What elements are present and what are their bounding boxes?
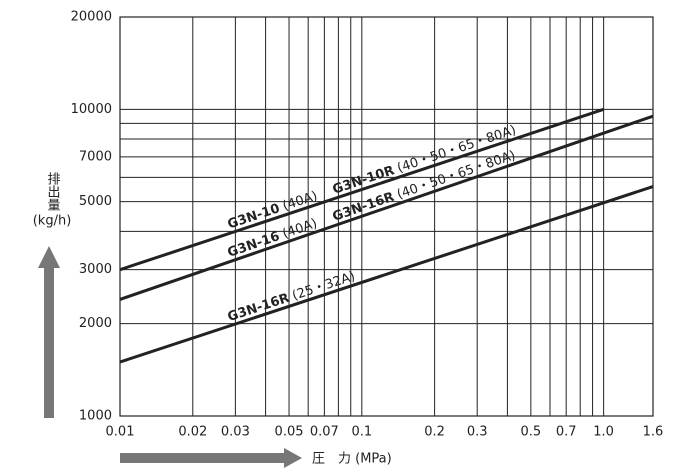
line-label: G3N-16R(25・32A) xyxy=(226,269,357,325)
y-tick-label: 1000 xyxy=(79,409,112,424)
x-arrow xyxy=(120,448,302,468)
x-tick-label: 0.5 xyxy=(521,425,542,440)
x-tick-label: 0.3 xyxy=(467,425,488,440)
y-tick-label: 5000 xyxy=(79,194,112,209)
x-tick-label: 1.0 xyxy=(593,425,614,440)
line-label-model: G3N-10 xyxy=(226,201,282,232)
x-tick-label: 0.1 xyxy=(351,425,372,440)
series-line xyxy=(119,114,654,301)
line-label-size: (25・32A) xyxy=(290,269,357,304)
x-tick-label: 0.7 xyxy=(556,425,577,440)
x-tick-label: 0.2 xyxy=(424,425,445,440)
plot-frame xyxy=(119,16,654,417)
x-tick-label: 0.07 xyxy=(310,425,339,440)
x-tick-label: 0.02 xyxy=(178,425,207,440)
y-tick-label: 10000 xyxy=(71,102,112,117)
y-axis-label: 排出量 xyxy=(45,172,61,211)
y-tick-label: 20000 xyxy=(71,10,112,25)
x-tick-label: 0.05 xyxy=(275,425,304,440)
x-axis-label: 圧 力 (MPa) xyxy=(312,452,392,467)
y-tick-label: 7000 xyxy=(79,149,112,164)
y-arrow xyxy=(38,246,60,418)
x-tick-label: 0.01 xyxy=(106,425,135,440)
y-tick-label: 3000 xyxy=(79,262,112,277)
y-axis-unit: (kg/h) xyxy=(33,214,72,229)
grid xyxy=(119,16,654,417)
x-tick-label: 0.03 xyxy=(221,425,250,440)
series-line xyxy=(119,107,605,272)
series-line xyxy=(119,185,654,364)
y-tick-label: 2000 xyxy=(79,316,112,331)
x-tick-label: 1.6 xyxy=(643,425,664,440)
